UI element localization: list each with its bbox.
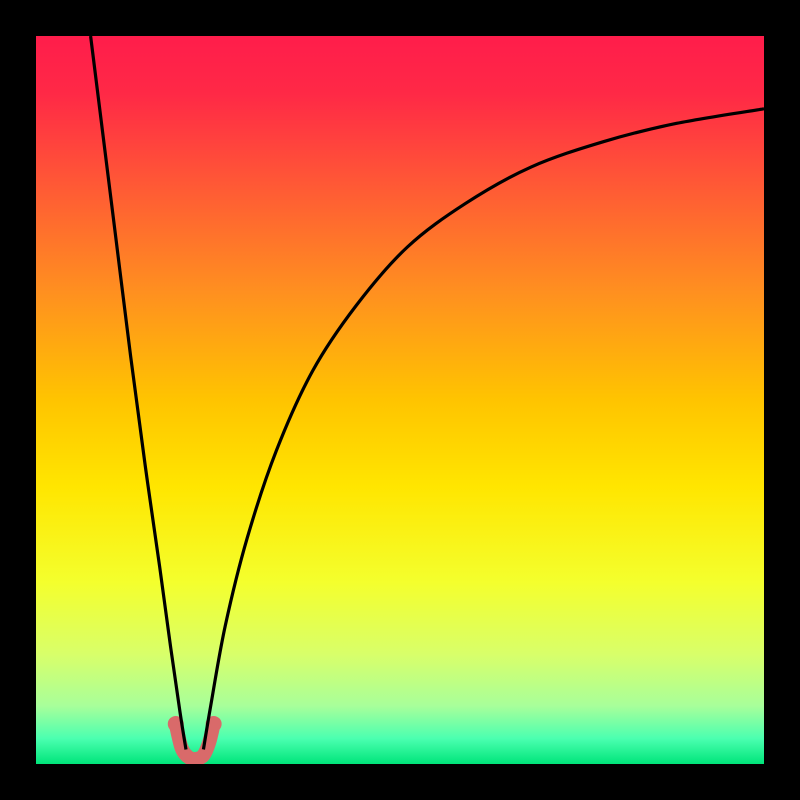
frame-left xyxy=(0,0,36,800)
frame-right xyxy=(764,0,800,800)
plot-area xyxy=(36,36,764,764)
frame-top xyxy=(0,0,800,36)
frame-bottom xyxy=(0,764,800,800)
curves-svg xyxy=(36,36,764,764)
right-curve xyxy=(203,109,764,750)
left-curve xyxy=(91,36,186,749)
chart-canvas: TheBottleneck.com xyxy=(0,0,800,800)
